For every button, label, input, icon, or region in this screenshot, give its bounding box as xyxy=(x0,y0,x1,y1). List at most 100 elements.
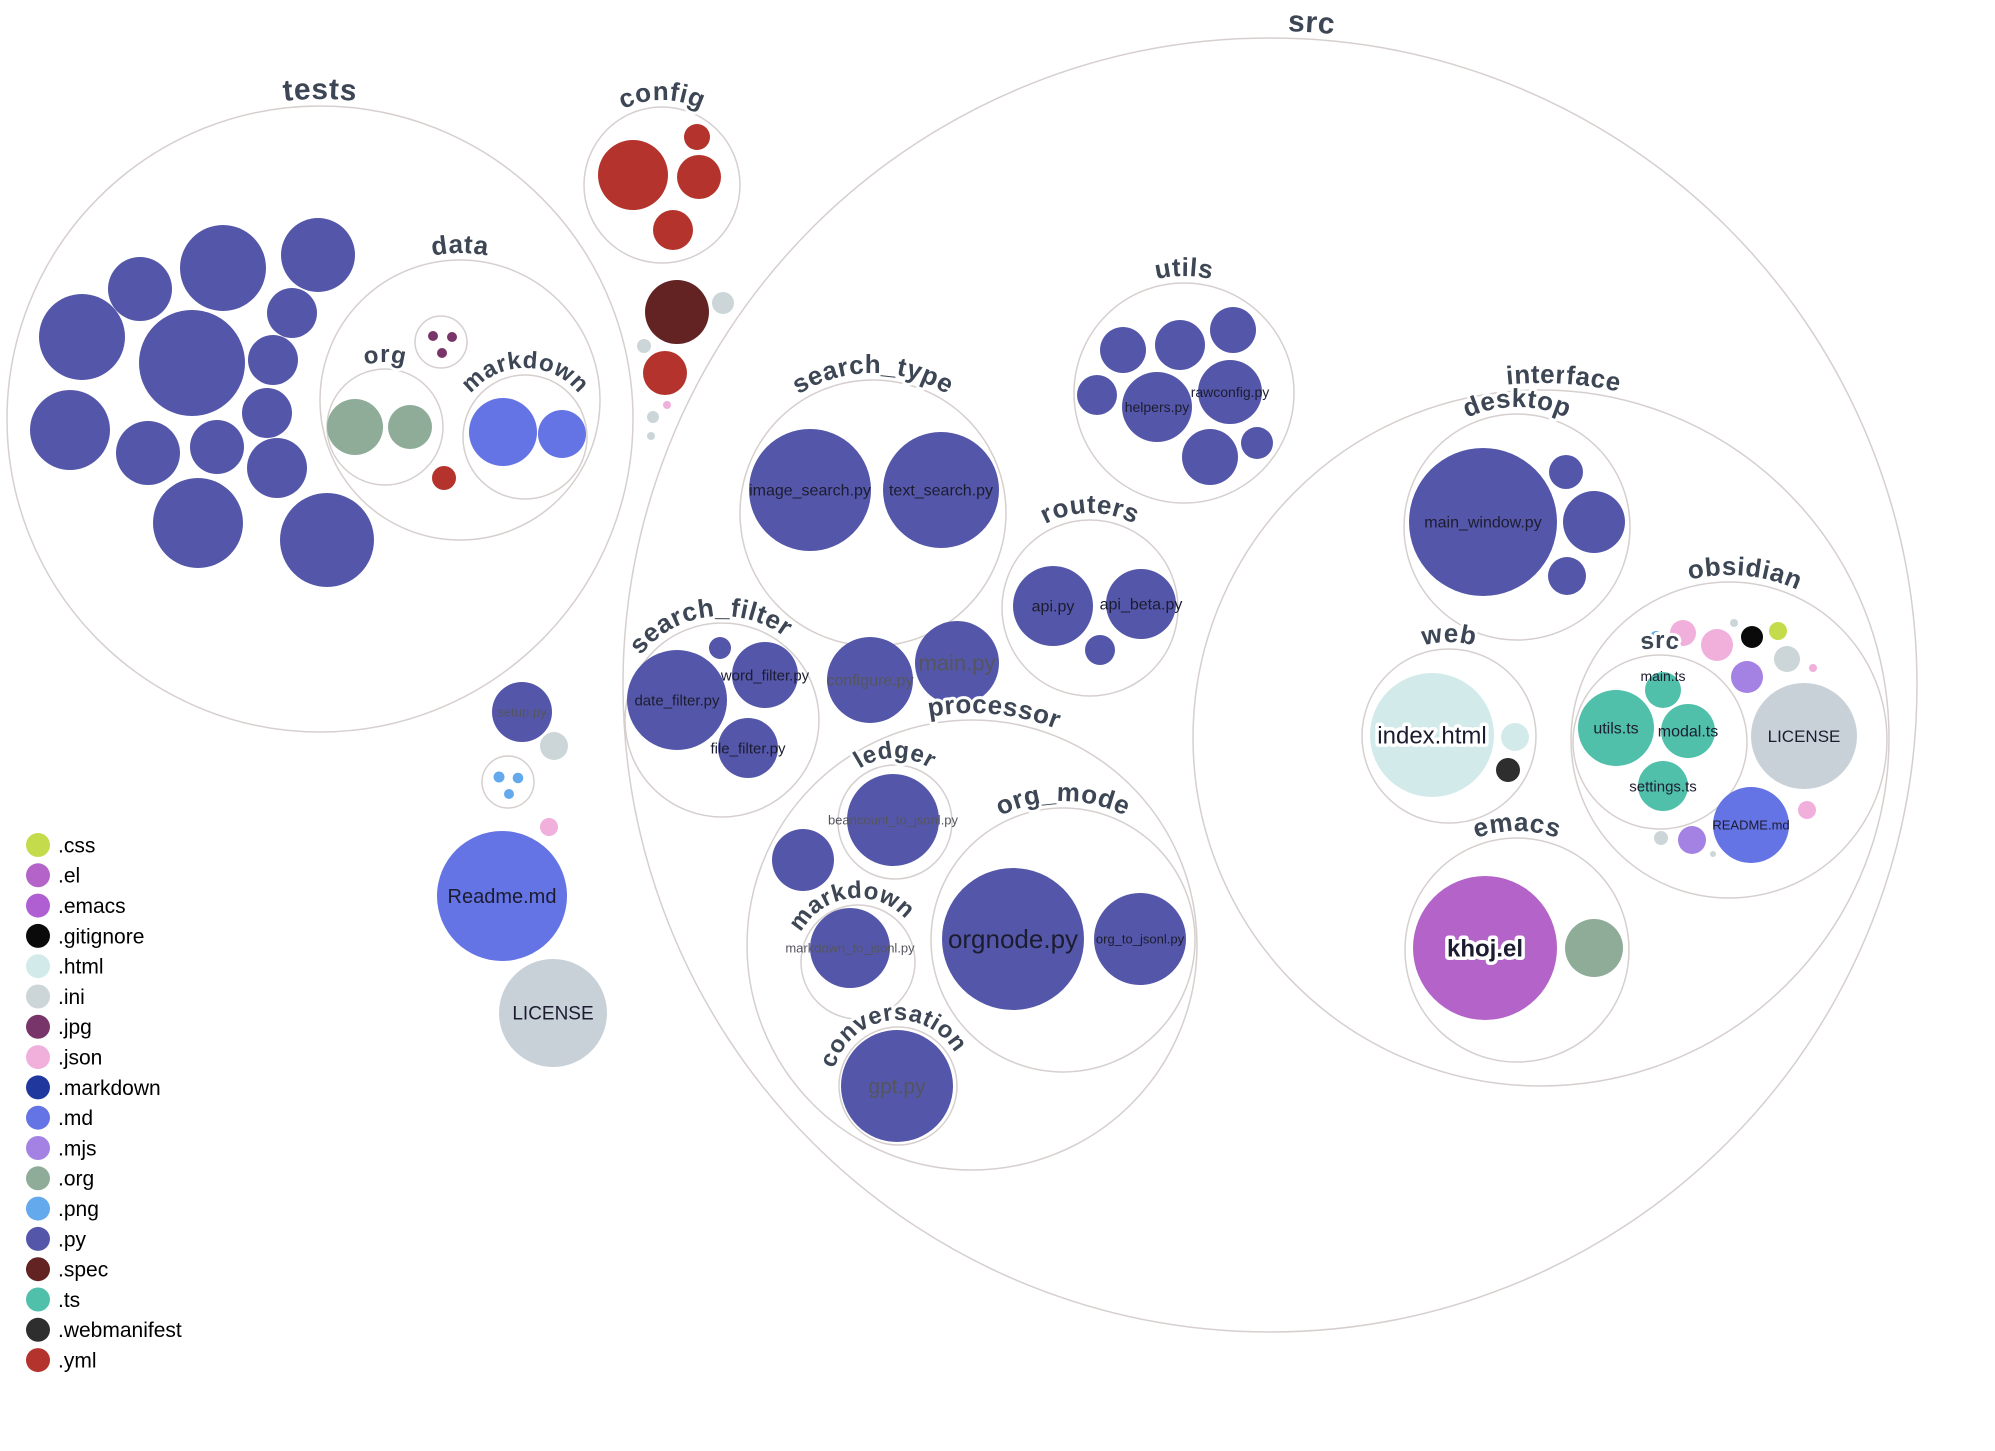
legend-label-ts: .ts xyxy=(58,1289,80,1312)
file-circle-beancount_to_jsonl.py xyxy=(847,774,939,866)
file-circle-py xyxy=(1241,427,1273,459)
file-circle-py xyxy=(1548,557,1586,595)
file-circle-py xyxy=(180,225,266,311)
legend-swatch-webmanifest xyxy=(26,1317,50,1342)
file-label-index.html: index.html xyxy=(1377,722,1486,749)
legend-label-webmanifest: .webmanifest xyxy=(58,1319,182,1342)
file-circle-py xyxy=(1100,327,1146,373)
legend-item-jpg: .jpg xyxy=(26,1014,92,1039)
legend-item-yml: .yml xyxy=(26,1348,97,1372)
file-circle-word_filter.py xyxy=(732,642,798,708)
file-circle-helpers.py xyxy=(1122,372,1192,442)
file-circle-png xyxy=(504,789,514,799)
file-circle-mjs xyxy=(1678,826,1706,854)
file-circle-py xyxy=(1563,491,1625,553)
file-circle-png xyxy=(1650,631,1662,643)
file-label-markdown_to_jsonl.py: markdown_to_jsonl.py xyxy=(785,941,915,956)
file-circle-py xyxy=(1549,455,1583,489)
file-circle-css xyxy=(1769,622,1787,640)
file-label-org_to_jsonl.py: org_to_jsonl.py xyxy=(1096,932,1185,947)
file-circle-ini xyxy=(1730,619,1738,627)
folder-label-interface-web: web xyxy=(1418,618,1479,651)
file-circle-main.ts xyxy=(1645,672,1681,708)
legend-swatch-spec xyxy=(26,1257,50,1282)
file-label-LICENSE: LICENSE xyxy=(1768,727,1841,746)
legend-item-webmanifest: .webmanifest xyxy=(26,1317,182,1342)
legend-item-png: .png xyxy=(26,1196,99,1221)
file-label-text_search.py: text_search.py xyxy=(889,483,993,500)
legend-item-gitignore: .gitignore xyxy=(26,923,144,948)
file-label-rawconfig.py: rawconfig.py xyxy=(1191,384,1270,400)
file-circle-ini xyxy=(540,732,568,760)
file-label-README.md: README.md xyxy=(1712,818,1789,833)
file-label-image_search.py: image_search.py xyxy=(749,483,871,500)
file-circle-org xyxy=(327,399,383,455)
file-circle-gitignore xyxy=(1741,626,1763,648)
file-circle-mjs xyxy=(1731,661,1763,693)
file-label-helpers.py: helpers.py xyxy=(1125,399,1190,415)
legend-item-ts: .ts xyxy=(26,1287,80,1312)
file-circle-py xyxy=(30,390,110,470)
file-label-main_window.py: main_window.py xyxy=(1424,515,1541,532)
folder-label-tests: tests xyxy=(281,73,358,108)
legend-swatch-ini xyxy=(26,984,50,1009)
file-circle-date_filter.py xyxy=(627,650,727,750)
folder-circle-root-pngdir xyxy=(481,755,535,809)
file-circle-LICENSE xyxy=(1751,683,1857,789)
legend-item-md: .md xyxy=(26,1105,93,1130)
legend-item-html: .html xyxy=(26,954,104,979)
legend-label-gitignore: .gitignore xyxy=(58,925,144,948)
file-circle-json xyxy=(1701,629,1733,661)
file-circle-jpg xyxy=(428,331,438,341)
legend-label-css: .css xyxy=(58,834,95,857)
legend-label-yml: .yml xyxy=(58,1349,97,1372)
file-circle-settings.ts xyxy=(1638,761,1688,811)
legend-label-py: .py xyxy=(58,1228,87,1251)
file-circle-json xyxy=(1809,664,1817,672)
file-label-main.ts: main.ts xyxy=(1640,668,1685,684)
file-circle-py xyxy=(108,257,172,321)
legend-swatch-json xyxy=(26,1045,50,1070)
legend-label-spec: .spec xyxy=(58,1259,108,1282)
file-label-LICENSE: LICENSE xyxy=(512,1004,593,1025)
legend-label-ini: .ini xyxy=(58,986,85,1009)
folder-label-tests-data-org: org xyxy=(361,341,409,371)
file-circle-py xyxy=(39,294,125,380)
legend-swatch-md xyxy=(26,1105,50,1130)
file-circle-ini xyxy=(647,411,659,423)
file-circle-py xyxy=(1077,375,1117,415)
file-circle-org xyxy=(1565,919,1623,977)
legend-label-org: .org xyxy=(58,1168,94,1191)
file-circle-webmanifest xyxy=(1496,758,1520,782)
legend-label-markdown: .markdown xyxy=(58,1077,161,1100)
file-circle-py xyxy=(1210,307,1256,353)
file-circle-configure.py xyxy=(827,637,913,723)
legend-swatch-gitignore xyxy=(26,923,50,948)
file-circle-jpg xyxy=(447,332,457,342)
file-label-setup.py: setup.py xyxy=(497,705,547,720)
file-circle-index.html xyxy=(1370,673,1494,797)
folder-label-src: src xyxy=(1288,5,1337,41)
legend-label-jpg: .jpg xyxy=(58,1016,92,1039)
file-circle-yml xyxy=(432,466,456,490)
file-label-configure.py: configure.py xyxy=(826,673,913,690)
file-circles-layer xyxy=(30,124,1857,1142)
file-circle-py xyxy=(242,388,292,438)
legend-swatch-png xyxy=(26,1196,50,1221)
file-label-Readme.md: Readme.md xyxy=(448,886,557,908)
file-label-khoj.el: khoj.el xyxy=(1447,935,1523,962)
file-circle-py xyxy=(248,335,298,385)
file-circle-py xyxy=(190,420,244,474)
file-circle-json xyxy=(1798,801,1816,819)
legend-swatch-css xyxy=(26,833,50,857)
file-circle-py xyxy=(267,288,317,338)
file-circle-README.md xyxy=(1713,787,1789,863)
folder-circle-interface xyxy=(1192,389,1890,1087)
file-circle-md xyxy=(538,410,586,458)
file-label-beancount_to_jsonl.py: beancount_to_jsonl.py xyxy=(828,813,959,828)
file-circle-api.py xyxy=(1013,566,1093,646)
legend-swatch-html xyxy=(26,954,50,979)
file-circle-setup.py xyxy=(492,682,552,742)
file-circle-orgnode.py xyxy=(942,868,1084,1010)
